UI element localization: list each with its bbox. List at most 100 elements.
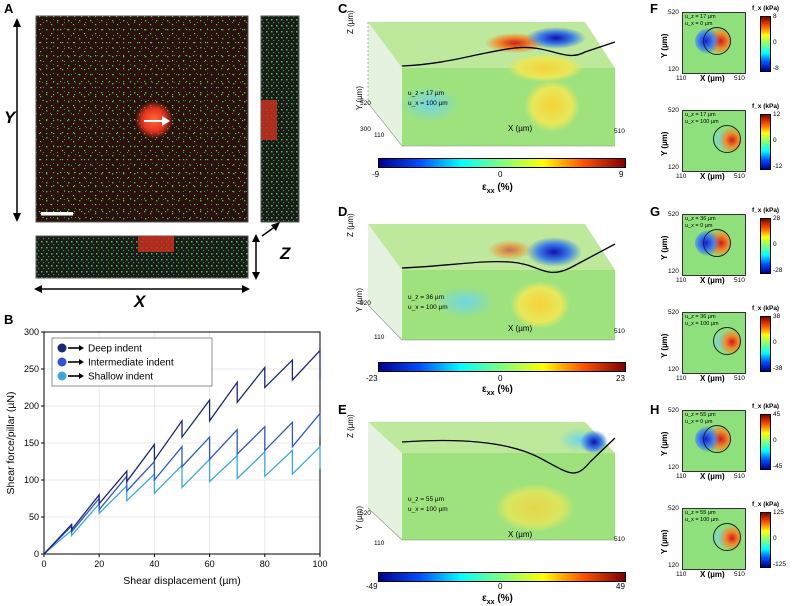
inset-cbar-max: 8	[773, 13, 777, 20]
x-axis-label: X	[134, 292, 146, 311]
inset-y-tick-120: 120	[668, 562, 679, 569]
c-uz-label: u_z = 17 µm	[408, 90, 445, 97]
panel-label-d: D	[338, 204, 348, 219]
traction-map: u_z = 55 µm u_x = 100 µm	[682, 508, 746, 570]
legend-arrow-head	[79, 373, 84, 379]
inset-ux-label: u_x = 0 µm	[685, 223, 713, 229]
c-z-axis-label: Z (µm)	[346, 10, 355, 34]
pillar-outline	[713, 523, 741, 551]
d-x-tick-510: 510	[614, 328, 625, 335]
e-x-tick-110: 110	[374, 540, 385, 547]
inset-x-tick-110: 110	[676, 75, 687, 82]
legend-marker	[57, 343, 67, 353]
inset-cbar-min: -28	[773, 267, 783, 274]
inset-cbar-max: 38	[773, 313, 781, 320]
inset-fx-label: f_x (kPa)	[752, 501, 780, 508]
inset-cbar-min: -45	[773, 463, 783, 470]
inset-x-axis-label: X (µm)	[700, 374, 725, 383]
e-uz-label: u_z = 55 µm	[408, 496, 445, 503]
traction-map: u_z = 36 µm u_x = 100 µm	[682, 312, 746, 374]
panel-e-strain-3d	[367, 422, 616, 541]
x-tick-label: 100	[312, 559, 327, 569]
inset-colorbar	[760, 414, 771, 470]
e-cbar-min: -49	[366, 582, 378, 591]
panel-label-g: G	[650, 204, 661, 219]
legend-label: Shallow indent	[88, 372, 153, 383]
inset-fx-label: f_x (kPa)	[752, 305, 780, 312]
e-x-axis-label: X (µm)	[508, 530, 533, 539]
inset-colorbar	[760, 512, 771, 568]
inset-cbar-max: 28	[773, 215, 781, 222]
d-y-tick-520: 520	[360, 300, 371, 307]
e-x-tick-510: 510	[614, 536, 625, 543]
inset-ux-label: u_x = 100 µm	[685, 517, 719, 523]
c-x-axis-label: X (µm)	[508, 124, 533, 133]
d-x-axis-label: X (µm)	[508, 324, 533, 333]
inset-y-tick-520: 520	[668, 107, 679, 114]
inset-ux-label: u_x = 0 µm	[685, 21, 713, 27]
inset-x-axis-label: X (µm)	[700, 570, 725, 579]
c-exx-label: εxx (%)	[482, 182, 513, 195]
traction-map: u_z = 17 µm u_x = 100 µm	[682, 110, 746, 172]
inset-x-tick-110: 110	[676, 571, 687, 578]
traction-map: u_z = 17 µm u_x = 0 µm	[682, 12, 746, 74]
traction-map: u_z = 55 µm u_x = 0 µm	[682, 410, 746, 472]
inset-uz-label: u_z = 55 µm	[685, 510, 716, 516]
inset-y-axis-label: Y (µm)	[660, 529, 669, 554]
inset-uz-label: u_z = 36 µm	[685, 314, 716, 320]
inset-colorbar	[760, 16, 771, 72]
d-exx-label: εxx (%)	[482, 384, 513, 397]
y-axis-label: Y	[4, 108, 16, 127]
inset-cbar-min: -8	[773, 65, 779, 72]
legend-label: Intermediate indent	[88, 358, 174, 369]
inset-cbar-mid: 0	[773, 535, 777, 542]
panel-label-c: C	[338, 1, 348, 16]
c-cbar-max: 9	[619, 170, 624, 179]
inset-y-axis-label: Y (µm)	[660, 333, 669, 358]
legend-arrow-head	[79, 359, 84, 365]
inset-cbar-max: 12	[773, 111, 781, 118]
c-y-tick-520: 520	[360, 100, 371, 107]
panel-label-e: E	[338, 402, 347, 417]
legend-arrow-head	[79, 345, 84, 351]
inset-x-tick-510: 510	[734, 75, 745, 82]
inset-x-axis-label: X (µm)	[700, 172, 725, 181]
inset-y-tick-120: 120	[668, 268, 679, 275]
e-y-tick-520: 520	[360, 510, 371, 517]
inset-uz-label: u_z = 17 µm	[685, 112, 716, 118]
y-tick-label: 200	[24, 401, 39, 411]
inset-y-axis-label: Y (µm)	[660, 431, 669, 456]
d-ux-label: u_x = 100 µm	[408, 304, 448, 311]
inset-y-axis-label: Y (µm)	[660, 131, 669, 156]
pillar-outline	[703, 229, 731, 257]
inset-uz-label: u_z = 55 µm	[685, 412, 716, 418]
c-ux-label: u_x = 100 µm	[408, 100, 448, 107]
inset-ux-label: u_x = 0 µm	[685, 419, 713, 425]
inset-y-tick-520: 520	[668, 9, 679, 16]
pillar-outline	[703, 27, 731, 55]
inset-fx-label: f_x (kPa)	[752, 403, 780, 410]
c-x-tick-510: 510	[614, 128, 625, 135]
x-tick-label: 60	[205, 559, 215, 569]
traction-map: u_z = 36 µm u_x = 0 µm	[682, 214, 746, 276]
e-z-axis-label: Z (µm)	[346, 414, 355, 438]
inset-uz-label: u_z = 17 µm	[685, 14, 716, 20]
inset-x-tick-110: 110	[676, 473, 687, 480]
inset-y-tick-520: 520	[668, 505, 679, 512]
inset-y-tick-120: 120	[668, 164, 679, 171]
chart-plot-area: 0 50 100 150 200 250 300 0 20 40 60 80 100 Shear disp…	[5, 327, 328, 587]
d-z-axis-label: Z (µm)	[346, 213, 355, 237]
c-x-tick-110: 110	[374, 132, 385, 139]
inset-x-tick-110: 110	[676, 173, 687, 180]
inset-x-tick-110: 110	[676, 277, 687, 284]
x-tick-label: 80	[260, 559, 270, 569]
e-exx-label: εxx (%)	[482, 593, 513, 606]
series-line-deep-indent	[43, 348, 321, 555]
inset-y-tick-120: 120	[668, 464, 679, 471]
inset-y-tick-120: 120	[668, 66, 679, 73]
y-tick-label: 0	[34, 549, 39, 559]
inset-y-tick-520: 520	[668, 211, 679, 218]
pillar-outline	[713, 125, 741, 153]
pillar-outline	[703, 425, 731, 453]
d-cbar-mid: 0	[498, 374, 503, 383]
